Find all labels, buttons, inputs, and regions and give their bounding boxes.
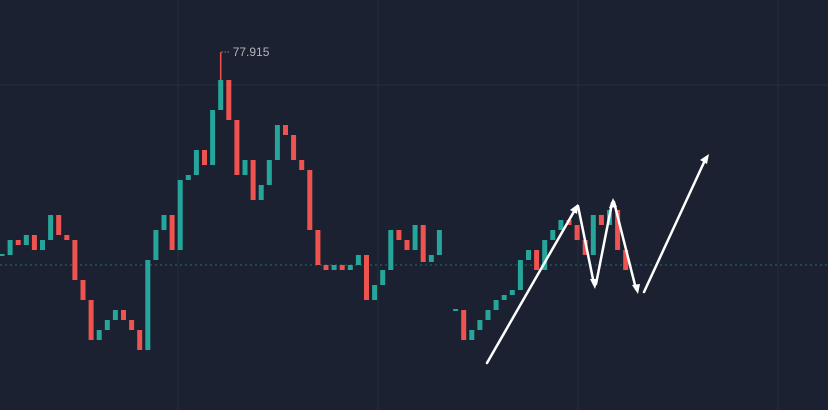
- candle: [40, 240, 45, 250]
- candle: [364, 255, 369, 300]
- candle: [258, 185, 264, 200]
- candle: [234, 120, 240, 175]
- candle: [355, 255, 361, 265]
- candle: [615, 210, 621, 250]
- candle: [161, 215, 167, 230]
- candle: [274, 125, 280, 160]
- candle: [420, 225, 426, 262]
- candle: [590, 215, 596, 255]
- candle: [501, 295, 507, 300]
- arrow-head: [632, 284, 640, 294]
- candle: [185, 175, 191, 180]
- candle: [80, 280, 86, 300]
- candle: [64, 235, 70, 240]
- candle: [218, 80, 224, 110]
- candle: [323, 265, 329, 270]
- candle: [31, 235, 37, 250]
- arrow-head: [700, 154, 709, 164]
- candle: [388, 230, 394, 270]
- candle: [436, 230, 442, 255]
- candle: [347, 265, 353, 270]
- candle: [177, 180, 183, 250]
- candle: [396, 230, 402, 240]
- candle: [23, 235, 29, 245]
- candle: [242, 160, 248, 175]
- candle: [623, 250, 629, 270]
- candle: [48, 215, 54, 240]
- candle: [477, 320, 483, 330]
- candle: [202, 150, 207, 165]
- candle: [210, 110, 216, 165]
- candle: [7, 240, 13, 255]
- arrow-head: [609, 198, 617, 208]
- candle: [104, 320, 110, 330]
- candle: [72, 240, 78, 280]
- candle: [574, 225, 580, 240]
- candle: [558, 220, 564, 230]
- candle: [250, 160, 256, 200]
- candle: [550, 230, 556, 240]
- candle: [380, 270, 386, 285]
- candle: [469, 330, 475, 340]
- candle: [542, 240, 548, 270]
- candle: [266, 160, 272, 185]
- candle: [339, 265, 345, 270]
- candle: [56, 215, 62, 235]
- candle: [404, 240, 410, 250]
- candle: [0, 254, 5, 256]
- peak-label: 77.915: [233, 45, 270, 59]
- candle: [582, 240, 588, 255]
- candle: [485, 310, 491, 320]
- candle: [526, 250, 531, 260]
- candle: [517, 260, 523, 290]
- candle: [112, 310, 118, 320]
- candle: [137, 330, 143, 350]
- arrow-head: [570, 204, 578, 214]
- candle: [153, 230, 159, 260]
- candle: [453, 309, 459, 311]
- candle: [331, 265, 337, 270]
- candle: [129, 320, 135, 330]
- candle: [96, 330, 102, 340]
- candle: [299, 160, 305, 170]
- candle: [307, 170, 313, 230]
- candle: [428, 255, 434, 262]
- candle: [534, 250, 540, 270]
- candle: [598, 215, 604, 225]
- drawn-arrows: [485, 156, 708, 365]
- arrow: [642, 156, 708, 294]
- candle: [372, 285, 378, 300]
- candle: [315, 230, 321, 265]
- candle: [509, 290, 515, 295]
- candle: [461, 310, 467, 340]
- arrow: [576, 204, 596, 286]
- candle: [88, 300, 94, 340]
- candle: [493, 300, 499, 310]
- arrow-head: [590, 279, 598, 289]
- candle: [169, 215, 175, 250]
- candle: [226, 80, 232, 120]
- candle: [291, 135, 297, 160]
- candle: [283, 125, 288, 135]
- arrow: [612, 200, 638, 291]
- candle: [412, 225, 418, 250]
- arrow: [485, 206, 578, 365]
- candle: [121, 310, 126, 320]
- candle: [15, 240, 21, 245]
- arrow: [594, 201, 614, 286]
- arrow-heads: [570, 154, 709, 294]
- candle: [193, 150, 199, 175]
- candle: [145, 260, 151, 350]
- candles: 77.915: [0, 45, 828, 350]
